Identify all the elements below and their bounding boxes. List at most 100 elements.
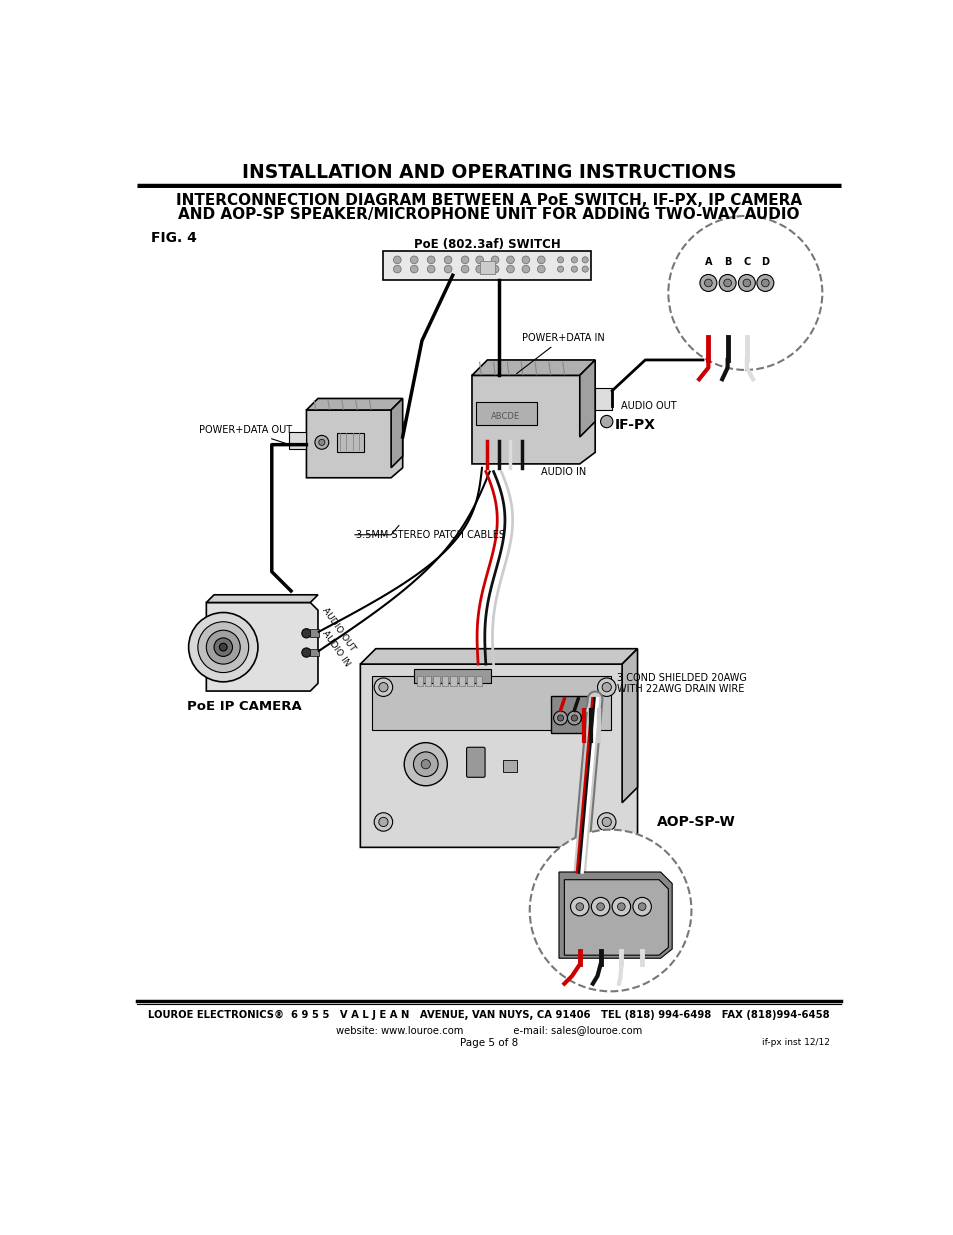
- Polygon shape: [306, 399, 402, 410]
- FancyBboxPatch shape: [414, 669, 491, 683]
- Polygon shape: [472, 375, 595, 464]
- Circle shape: [584, 715, 591, 721]
- Circle shape: [700, 274, 716, 291]
- FancyBboxPatch shape: [458, 677, 464, 685]
- Text: if-px inst 12/12: if-px inst 12/12: [761, 1039, 829, 1047]
- Text: WITH 22AWG DRAIN WIRE: WITH 22AWG DRAIN WIRE: [616, 684, 743, 694]
- Text: INSTALLATION AND OPERATING INSTRUCTIONS: INSTALLATION AND OPERATING INSTRUCTIONS: [241, 163, 736, 183]
- Circle shape: [301, 648, 311, 657]
- Text: PoE IP CAMERA: PoE IP CAMERA: [187, 700, 302, 713]
- Circle shape: [427, 256, 435, 264]
- Circle shape: [460, 266, 469, 273]
- Text: AUDIO OUT: AUDIO OUT: [620, 401, 676, 411]
- Circle shape: [301, 629, 311, 638]
- Text: ABCDE: ABCDE: [490, 411, 519, 421]
- Circle shape: [738, 274, 755, 291]
- Circle shape: [393, 266, 400, 273]
- FancyBboxPatch shape: [476, 677, 481, 685]
- Circle shape: [597, 678, 616, 697]
- Circle shape: [571, 266, 577, 272]
- Circle shape: [719, 274, 736, 291]
- Circle shape: [581, 266, 588, 272]
- Polygon shape: [206, 595, 317, 603]
- Polygon shape: [306, 410, 402, 478]
- Circle shape: [557, 257, 563, 263]
- FancyBboxPatch shape: [433, 677, 439, 685]
- Text: POWER+DATA IN: POWER+DATA IN: [516, 332, 604, 374]
- Circle shape: [571, 715, 577, 721]
- Polygon shape: [360, 664, 637, 847]
- Polygon shape: [391, 399, 402, 468]
- Circle shape: [581, 257, 588, 263]
- Circle shape: [632, 898, 651, 916]
- Circle shape: [571, 257, 577, 263]
- Circle shape: [723, 279, 731, 287]
- Circle shape: [601, 683, 611, 692]
- Circle shape: [197, 621, 249, 673]
- Circle shape: [491, 266, 498, 273]
- Circle shape: [506, 256, 514, 264]
- Circle shape: [521, 266, 529, 273]
- Circle shape: [444, 266, 452, 273]
- Circle shape: [596, 903, 604, 910]
- FancyBboxPatch shape: [309, 648, 318, 656]
- Polygon shape: [579, 359, 595, 437]
- Text: website: www.louroe.com                e-mail: sales@louroe.com: website: www.louroe.com e-mail: sales@lo…: [335, 1025, 641, 1035]
- Text: INTERCONNECTION DIAGRAM BETWEEN A PoE SWITCH, IF-PX, IP CAMERA: INTERCONNECTION DIAGRAM BETWEEN A PoE SW…: [175, 193, 801, 207]
- Polygon shape: [621, 648, 637, 803]
- FancyBboxPatch shape: [502, 761, 517, 772]
- Text: FIG. 4: FIG. 4: [151, 231, 196, 245]
- Circle shape: [378, 818, 388, 826]
- Circle shape: [742, 279, 750, 287]
- Text: AND AOP-SP SPEAKER/MICROPHONE UNIT FOR ADDING TWO-WAY AUDIO: AND AOP-SP SPEAKER/MICROPHONE UNIT FOR A…: [178, 207, 799, 222]
- Circle shape: [444, 256, 452, 264]
- FancyBboxPatch shape: [289, 431, 306, 448]
- Polygon shape: [206, 603, 317, 692]
- FancyBboxPatch shape: [450, 677, 456, 685]
- Circle shape: [537, 256, 544, 264]
- FancyBboxPatch shape: [479, 262, 495, 274]
- Text: AUDIO OUT: AUDIO OUT: [320, 606, 356, 653]
- Circle shape: [668, 216, 821, 370]
- Text: 3 COND SHIELDED 20AWG: 3 COND SHIELDED 20AWG: [616, 673, 746, 683]
- Circle shape: [213, 638, 233, 656]
- Polygon shape: [695, 252, 783, 331]
- Circle shape: [601, 818, 611, 826]
- Circle shape: [476, 266, 483, 273]
- Text: D: D: [760, 257, 768, 267]
- Circle shape: [612, 898, 630, 916]
- Circle shape: [393, 256, 400, 264]
- Text: POWER+DATA OUT: POWER+DATA OUT: [198, 425, 292, 443]
- Circle shape: [703, 279, 712, 287]
- FancyBboxPatch shape: [336, 433, 364, 452]
- Circle shape: [553, 711, 567, 725]
- Circle shape: [460, 256, 469, 264]
- Circle shape: [521, 256, 529, 264]
- FancyBboxPatch shape: [416, 677, 422, 685]
- Text: C: C: [742, 257, 750, 267]
- Circle shape: [491, 256, 498, 264]
- Circle shape: [638, 903, 645, 910]
- FancyBboxPatch shape: [383, 251, 591, 280]
- Circle shape: [374, 813, 393, 831]
- Circle shape: [206, 630, 240, 664]
- Text: IF-PX: IF-PX: [614, 419, 655, 432]
- Circle shape: [557, 266, 563, 272]
- Text: Page 5 of 8: Page 5 of 8: [459, 1037, 517, 1049]
- FancyBboxPatch shape: [466, 747, 484, 777]
- Text: AOP-SP-W: AOP-SP-W: [656, 815, 735, 829]
- Text: A: A: [704, 257, 711, 267]
- Polygon shape: [472, 359, 595, 375]
- Text: PoE (802.3af) SWITCH: PoE (802.3af) SWITCH: [414, 238, 560, 251]
- FancyBboxPatch shape: [467, 677, 473, 685]
- Circle shape: [597, 813, 616, 831]
- FancyBboxPatch shape: [441, 677, 448, 685]
- Circle shape: [576, 903, 583, 910]
- Circle shape: [374, 678, 393, 697]
- Circle shape: [567, 711, 580, 725]
- Circle shape: [378, 683, 388, 692]
- FancyBboxPatch shape: [551, 697, 593, 734]
- Circle shape: [557, 715, 563, 721]
- Text: AUDIO IN: AUDIO IN: [320, 629, 351, 668]
- FancyBboxPatch shape: [476, 403, 537, 425]
